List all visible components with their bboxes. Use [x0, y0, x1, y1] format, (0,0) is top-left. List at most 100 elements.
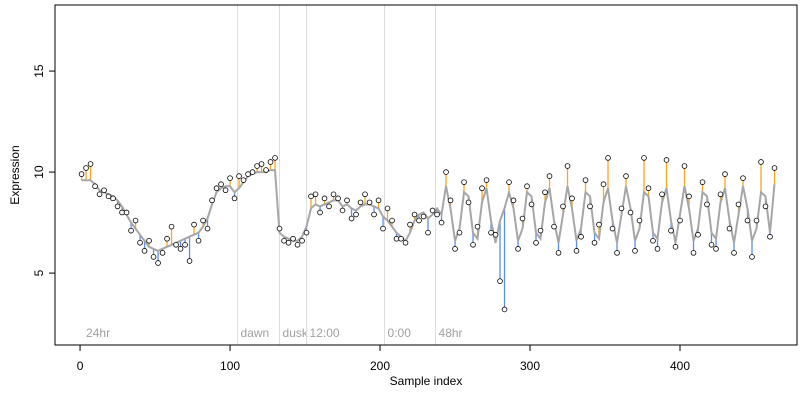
point: [492, 231, 499, 238]
point: [353, 211, 359, 218]
point: [488, 229, 494, 236]
point: [276, 225, 283, 232]
point: [596, 221, 602, 228]
y-tick-label: 10: [32, 165, 46, 179]
point: [659, 191, 665, 198]
point: [168, 223, 175, 230]
point: [119, 209, 125, 216]
point: [389, 217, 395, 224]
point: [524, 183, 530, 190]
point: [123, 209, 130, 216]
point: [321, 195, 328, 202]
point: [384, 205, 391, 212]
point: [317, 209, 323, 216]
point: [231, 195, 238, 202]
point: [771, 165, 778, 171]
point: [744, 217, 751, 224]
point: [398, 235, 404, 242]
point: [560, 203, 566, 210]
point: [542, 189, 548, 196]
point: [681, 163, 688, 169]
point: [281, 237, 287, 244]
point: [452, 246, 458, 252]
point: [429, 207, 436, 214]
point: [96, 191, 103, 198]
point: [267, 159, 274, 165]
point: [366, 199, 373, 206]
point: [528, 201, 535, 208]
point: [348, 215, 355, 222]
point: [213, 185, 220, 192]
point: [137, 239, 143, 246]
point: [254, 163, 260, 169]
point: [609, 225, 616, 232]
point: [299, 237, 305, 244]
point: [438, 219, 445, 226]
point: [510, 197, 517, 204]
point: [258, 161, 265, 167]
point: [515, 246, 521, 252]
point: [434, 211, 440, 218]
point: [470, 241, 476, 248]
point: [110, 195, 116, 202]
point: [443, 169, 449, 175]
point: [519, 215, 526, 222]
x-tick-label: 300: [520, 359, 540, 373]
point: [578, 233, 584, 240]
point: [141, 248, 148, 254]
point: [740, 175, 746, 181]
point: [753, 217, 760, 224]
point: [632, 248, 638, 254]
annotation-label: 24hr: [86, 326, 110, 340]
annotation-label: dawn: [241, 326, 270, 340]
point: [92, 183, 98, 190]
point: [623, 173, 629, 179]
point: [177, 246, 184, 252]
point: [731, 250, 737, 256]
point: [645, 185, 652, 192]
point: [650, 237, 656, 244]
point: [375, 197, 382, 204]
point: [173, 241, 179, 248]
point: [641, 155, 647, 161]
point: [483, 177, 490, 183]
point: [83, 165, 89, 171]
point: [294, 241, 301, 248]
plot-frame: [54, 4, 798, 346]
point: [465, 199, 472, 206]
point: [704, 201, 710, 208]
point: [146, 237, 152, 244]
point: [537, 227, 544, 234]
point: [335, 195, 341, 202]
x-tick-label: 100: [220, 359, 240, 373]
point: [749, 254, 755, 260]
y-tick-label: 5: [32, 269, 46, 276]
point: [312, 191, 319, 198]
point: [285, 239, 292, 246]
point: [132, 217, 139, 224]
point: [587, 203, 593, 210]
point: [668, 227, 674, 234]
fit-line: [81, 169, 776, 253]
point: [339, 207, 346, 214]
point: [479, 185, 485, 192]
point: [380, 225, 386, 232]
point: [330, 191, 337, 198]
point: [551, 223, 557, 230]
point: [393, 235, 400, 242]
point: [326, 203, 332, 210]
point: [708, 241, 715, 248]
point: [371, 211, 377, 218]
point: [128, 227, 134, 234]
point: [447, 197, 454, 204]
annotation-label: 48hr: [439, 326, 463, 340]
point: [344, 197, 350, 204]
point: [114, 203, 121, 210]
point: [155, 260, 161, 266]
point: [411, 211, 418, 218]
point: [726, 225, 733, 232]
y-axis-title: Expression: [8, 145, 22, 204]
point: [474, 223, 481, 230]
point: [713, 246, 719, 252]
x-tick-label: 0: [77, 359, 84, 373]
